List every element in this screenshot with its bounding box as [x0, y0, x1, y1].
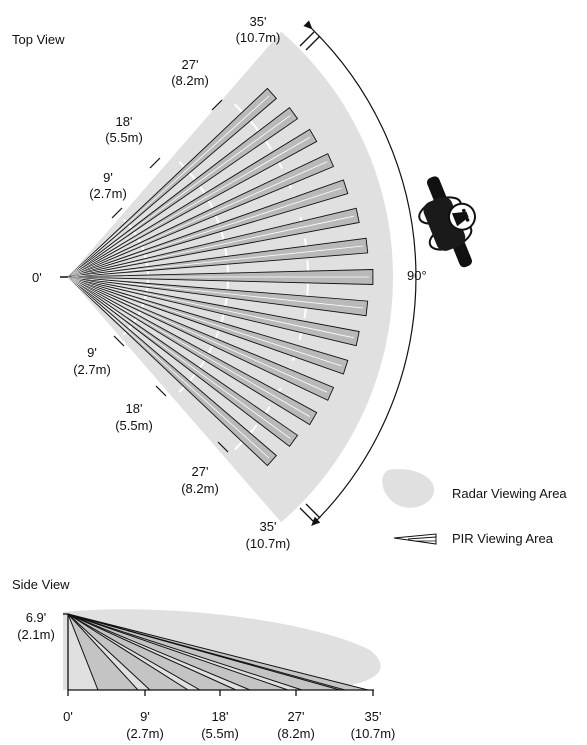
break-mark-bottom	[299, 503, 321, 523]
svg-text:(10.7m): (10.7m)	[236, 30, 281, 45]
side-tick-label-18: 18' (5.5m)	[201, 709, 239, 741]
upper-distance-label-18: 18' (5.5m)	[105, 114, 143, 145]
range-tick	[111, 207, 123, 219]
pir-zone-gap	[67, 276, 270, 459]
svg-text:18': 18'	[116, 114, 133, 129]
side-view: Side View 6.9' (2.1m) 0' 9'	[12, 577, 395, 741]
lower-distance-label-27: 27' (8.2m)	[181, 464, 219, 496]
svg-text:9': 9'	[103, 170, 113, 185]
side-x-ticks	[67, 690, 374, 696]
svg-text:35': 35'	[250, 14, 267, 29]
svg-text:9': 9'	[87, 345, 97, 360]
break-mark-top	[299, 31, 321, 51]
range-ticks	[111, 99, 229, 453]
pir-zone-gap	[67, 115, 291, 278]
legend: Radar Viewing Area PIR Viewing Area	[382, 468, 567, 546]
pir-zone-gap	[67, 276, 342, 367]
svg-text:27': 27'	[182, 57, 199, 72]
svg-text:(2.7m): (2.7m)	[73, 362, 111, 377]
pir-zone-gap	[67, 137, 310, 278]
range-tick	[155, 385, 167, 397]
upper-distance-label-35: 35' (10.7m)	[236, 14, 281, 45]
svg-text:6.9': 6.9'	[26, 610, 47, 625]
svg-text:(2.7m): (2.7m)	[89, 186, 127, 201]
pir-zone	[67, 276, 360, 347]
svg-text:35': 35'	[260, 519, 277, 534]
pir-zone	[67, 207, 360, 278]
svg-text:18': 18'	[126, 401, 143, 416]
angle-label: 90°	[407, 268, 427, 283]
svg-text:27': 27'	[192, 464, 209, 479]
svg-text:(2.1m): (2.1m)	[17, 627, 55, 642]
side-view-title: Side View	[12, 577, 70, 592]
pir-zones	[67, 87, 374, 467]
legend-radar: Radar Viewing Area	[382, 468, 567, 508]
svg-text:(5.5m): (5.5m)	[105, 130, 143, 145]
svg-text:(8.2m): (8.2m)	[171, 73, 209, 88]
side-height-label: 6.9' (2.1m)	[17, 610, 55, 642]
range-tick	[217, 441, 229, 453]
svg-text:(5.5m): (5.5m)	[115, 418, 153, 433]
pir-zone	[67, 179, 349, 278]
angle-dimension-arc	[303, 20, 417, 526]
lower-distance-label-9: 9' (2.7m)	[73, 345, 111, 377]
pir-zone-gap	[67, 161, 328, 278]
pir-zone	[67, 276, 369, 317]
svg-text:0': 0'	[63, 709, 73, 724]
pir-zone	[67, 153, 335, 278]
origin-label: 0'	[32, 270, 42, 285]
upper-distance-label-27: 27' (8.2m)	[171, 57, 209, 88]
pir-label: PIR Viewing Area	[452, 531, 554, 546]
side-tick-label-35: 35' (10.7m)	[351, 709, 396, 741]
svg-text:(10.7m): (10.7m)	[246, 536, 291, 551]
svg-text:27': 27'	[288, 709, 305, 724]
pir-zone	[67, 237, 369, 278]
pir-zone	[67, 276, 349, 375]
upper-distance-label-9: 9' (2.7m)	[89, 170, 127, 201]
radar-swatch	[382, 468, 435, 508]
pir-zone	[67, 106, 299, 278]
person-icon	[418, 176, 476, 268]
svg-text:(10.7m): (10.7m)	[351, 726, 396, 741]
lower-distance-label-35: 35' (10.7m)	[246, 519, 291, 551]
pir-zone-gap	[67, 276, 291, 439]
pir-zone	[67, 276, 299, 448]
radar-label: Radar Viewing Area	[452, 486, 567, 501]
svg-text:(8.2m): (8.2m)	[181, 481, 219, 496]
svg-text:35': 35'	[365, 709, 382, 724]
lower-distance-label-18: 18' (5.5m)	[115, 401, 153, 433]
side-tick-label-0: 0'	[63, 709, 73, 724]
side-tick-label-27: 27' (8.2m)	[277, 709, 315, 741]
svg-text:(2.7m): (2.7m)	[126, 726, 164, 741]
legend-pir: PIR Viewing Area	[393, 531, 554, 546]
range-arc	[234, 103, 310, 451]
range-tick	[113, 335, 125, 347]
svg-text:(5.5m): (5.5m)	[201, 726, 239, 741]
side-tick-label-9: 9' (2.7m)	[126, 709, 164, 741]
pir-zone-gap	[67, 95, 270, 278]
pir-zone	[67, 276, 335, 401]
svg-text:9': 9'	[140, 709, 150, 724]
range-tick	[149, 157, 161, 169]
svg-text:18': 18'	[212, 709, 229, 724]
top-view: Top View 0' 9' (2.7m) 18' (5.5m) 27' (8.…	[12, 14, 476, 551]
svg-text:(8.2m): (8.2m)	[277, 726, 315, 741]
pir-zone-gap	[67, 276, 310, 417]
range-tick	[211, 99, 223, 111]
top-view-title: Top View	[12, 32, 65, 47]
side-pir-zones	[67, 613, 369, 691]
pir-zone-gap	[67, 187, 342, 278]
pir-zone-gap	[67, 276, 328, 393]
